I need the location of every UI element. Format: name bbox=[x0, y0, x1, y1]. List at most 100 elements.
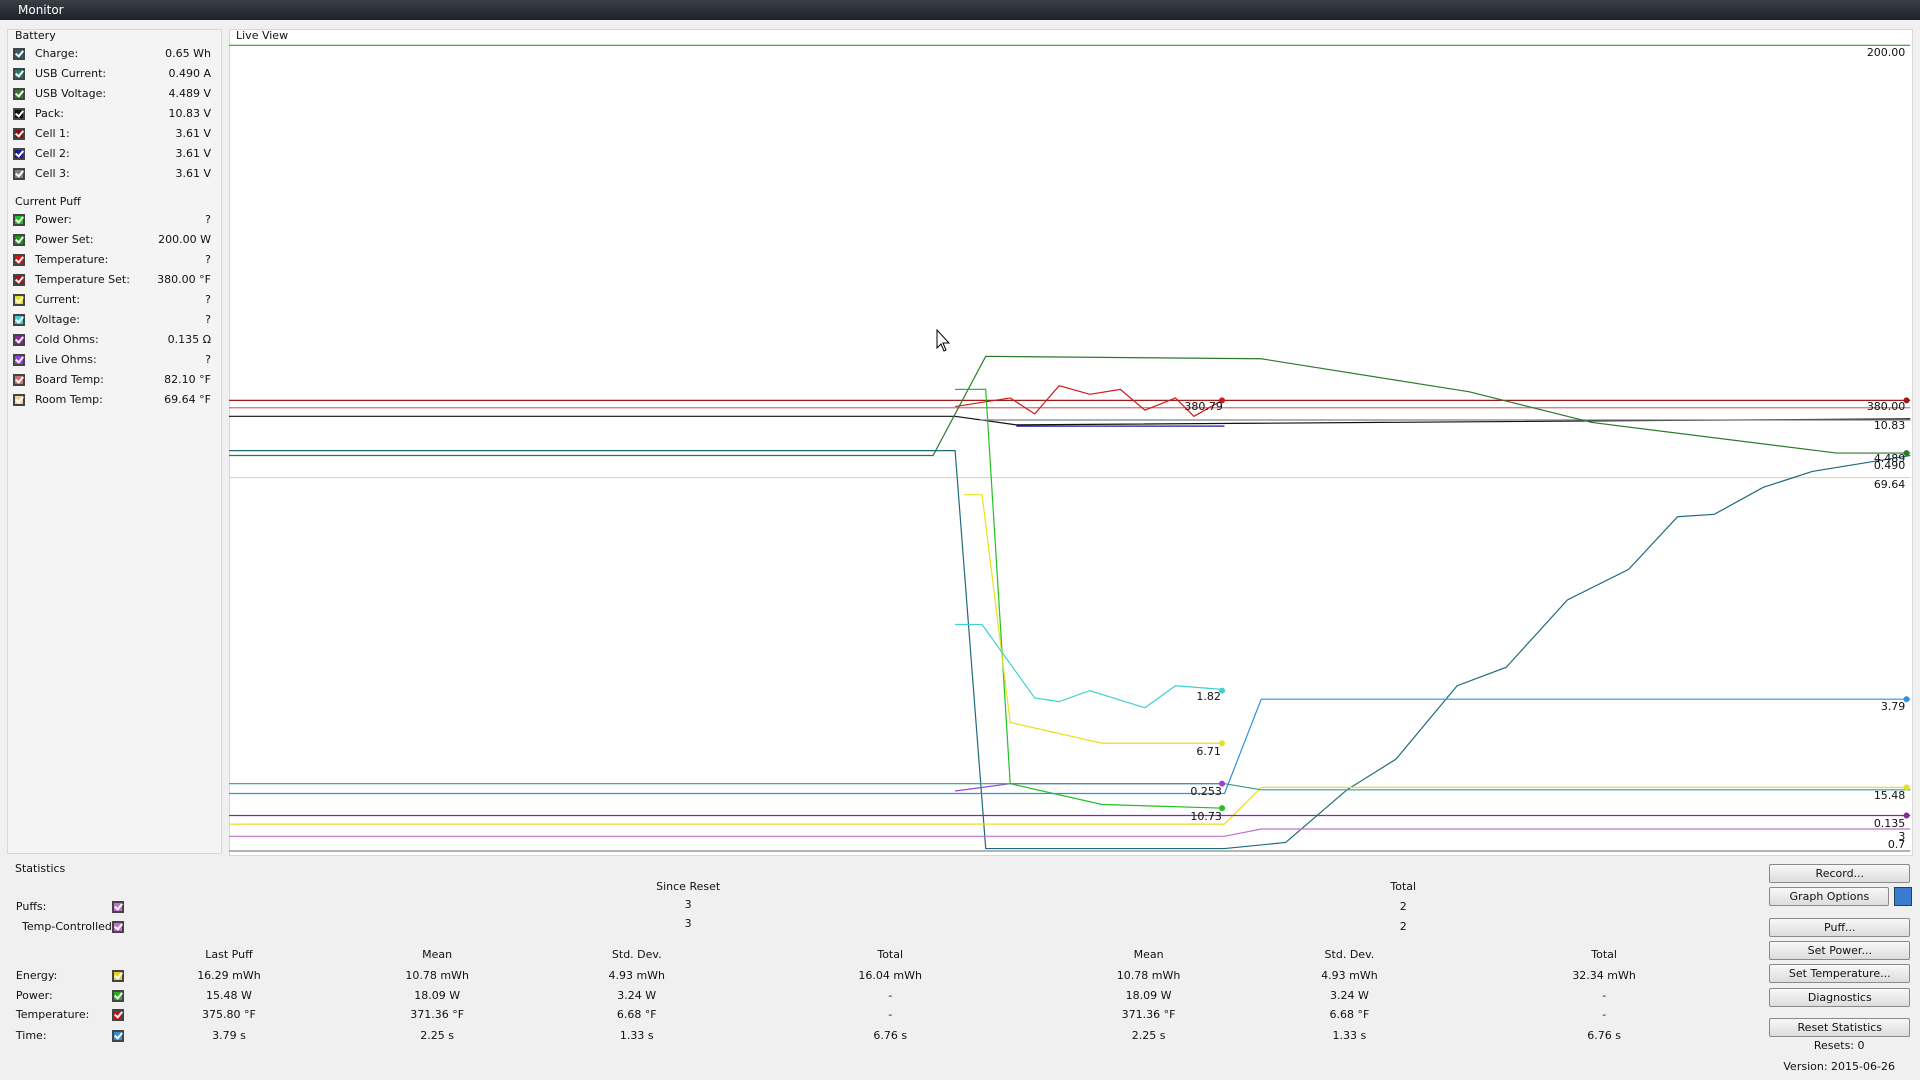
checkbox[interactable] bbox=[111, 901, 124, 914]
graph-label: 69.64 bbox=[1873, 478, 1906, 492]
checkbox[interactable] bbox=[13, 148, 25, 160]
item-label: Room Temp: bbox=[35, 393, 103, 406]
button[interactable]: Reset Statistics bbox=[1769, 1018, 1911, 1038]
stats-value: 6.76 s bbox=[1587, 1028, 1621, 1042]
checkbox[interactable] bbox=[13, 68, 25, 80]
group-title: Current Puff bbox=[15, 195, 81, 208]
stats-value: 16.29 mWh bbox=[197, 968, 261, 982]
stats-column: Mean bbox=[422, 948, 453, 962]
checkbox[interactable] bbox=[13, 394, 25, 406]
graph-line bbox=[228, 786, 1911, 825]
resets: Resets: 0 bbox=[1813, 1038, 1865, 1052]
graph-label: 0.490 bbox=[1873, 458, 1906, 472]
button[interactable]: Set Temperature... bbox=[1769, 964, 1911, 984]
checkbox[interactable] bbox=[13, 108, 25, 120]
stats-column: Last Puff bbox=[205, 948, 253, 962]
graph-line bbox=[963, 494, 1225, 744]
graph-label: 10.83 bbox=[1873, 419, 1906, 433]
item-label: Current: bbox=[35, 293, 81, 306]
stats-value: - bbox=[1602, 1008, 1607, 1022]
checkbox[interactable] bbox=[13, 374, 25, 386]
item-value: 0.65 Wh bbox=[165, 47, 211, 60]
item-label: Power: bbox=[35, 213, 72, 226]
checkbox[interactable] bbox=[13, 274, 25, 286]
graph-label: 10.73 bbox=[1190, 809, 1222, 823]
stats-value: 3.24 W bbox=[617, 988, 657, 1002]
stats-value: 10.78 mWh bbox=[1116, 968, 1181, 982]
item-label: Cell 3: bbox=[35, 167, 70, 180]
graph-options-icon[interactable] bbox=[1894, 887, 1913, 907]
checkbox[interactable] bbox=[111, 1009, 124, 1022]
graph-dot bbox=[1903, 397, 1910, 404]
checkbox[interactable] bbox=[13, 354, 25, 366]
stats-value: 6.68 °F bbox=[1329, 1008, 1370, 1022]
button[interactable]: Record... bbox=[1769, 864, 1911, 884]
graph-label: 200.00 bbox=[1866, 45, 1906, 59]
item-label: Cold Ohms: bbox=[35, 333, 99, 346]
stats-value: 2 bbox=[1399, 919, 1407, 933]
button[interactable]: Set Power... bbox=[1769, 941, 1911, 961]
item-value: ? bbox=[205, 213, 211, 226]
graph-label: 380.00 bbox=[1866, 399, 1906, 413]
stats-value: 4.93 mWh bbox=[608, 968, 666, 982]
stats-value: 3 bbox=[684, 917, 692, 931]
graph-label: 0.135 bbox=[1873, 817, 1906, 831]
window-title: Monitor bbox=[18, 3, 64, 17]
checkbox[interactable] bbox=[13, 334, 25, 346]
item-value: ? bbox=[205, 293, 211, 306]
checkbox[interactable] bbox=[111, 1029, 124, 1042]
graph-line bbox=[228, 828, 1911, 837]
checkbox[interactable] bbox=[13, 314, 25, 326]
stats-header: Total bbox=[1390, 879, 1417, 893]
group-title: Battery bbox=[15, 29, 56, 42]
stats-value: 2.25 s bbox=[1131, 1028, 1166, 1042]
checkbox[interactable] bbox=[13, 294, 25, 306]
stats-column: Total bbox=[1591, 948, 1617, 962]
checkbox[interactable] bbox=[111, 920, 124, 933]
button[interactable]: Diagnostics bbox=[1769, 987, 1911, 1007]
checkbox[interactable] bbox=[13, 214, 25, 226]
checkbox[interactable] bbox=[13, 234, 25, 246]
graph-label: 3 bbox=[1898, 829, 1906, 843]
button[interactable]: Puff... bbox=[1769, 917, 1911, 937]
graph-dot bbox=[1903, 696, 1910, 703]
item-value: 3.61 V bbox=[175, 127, 211, 140]
stats-value: 16.04 mWh bbox=[858, 968, 922, 982]
graph-label: 0.7 bbox=[1887, 838, 1906, 852]
item-value: 0.135 Ω bbox=[167, 333, 211, 346]
stats-value: 4.93 mWh bbox=[1321, 968, 1378, 982]
graph-dot bbox=[1903, 784, 1910, 791]
button[interactable]: Graph Options bbox=[1769, 887, 1890, 907]
stats-value: 371.36 °F bbox=[1121, 1008, 1176, 1022]
stats-column: Total bbox=[877, 948, 904, 962]
checkbox[interactable] bbox=[13, 88, 25, 100]
checkbox[interactable] bbox=[111, 989, 124, 1002]
item-value: 380.00 °F bbox=[157, 273, 211, 286]
stats-label: Energy: bbox=[15, 968, 58, 982]
graph-dot bbox=[1903, 450, 1910, 457]
item-label: Power Set: bbox=[35, 233, 94, 246]
stats-value: 18.09 W bbox=[1125, 988, 1172, 1002]
stats-value: 375.80 °F bbox=[202, 1008, 256, 1022]
checkbox[interactable] bbox=[13, 48, 25, 60]
checkbox[interactable] bbox=[13, 128, 25, 140]
checkbox[interactable] bbox=[13, 168, 25, 180]
stats-column: Std. Dev. bbox=[1324, 948, 1375, 962]
graph-dot bbox=[1219, 397, 1226, 404]
stats-column: Mean bbox=[1133, 948, 1164, 962]
item-label: Voltage: bbox=[35, 313, 80, 326]
item-label: USB Voltage: bbox=[35, 87, 107, 100]
item-value: 3.61 V bbox=[175, 147, 211, 160]
item-label: Board Temp: bbox=[35, 373, 104, 386]
item-value: 82.10 °F bbox=[164, 373, 211, 386]
checkbox[interactable] bbox=[111, 969, 124, 982]
stats-column: Std. Dev. bbox=[611, 948, 662, 962]
side-panel bbox=[7, 29, 222, 854]
graph-dot bbox=[1219, 740, 1226, 747]
graph-line bbox=[228, 698, 1911, 795]
graph-label: 6.71 bbox=[1196, 745, 1221, 759]
stats-label: Power: bbox=[15, 988, 53, 1002]
checkbox[interactable] bbox=[13, 254, 25, 266]
item-value: ? bbox=[205, 353, 211, 366]
